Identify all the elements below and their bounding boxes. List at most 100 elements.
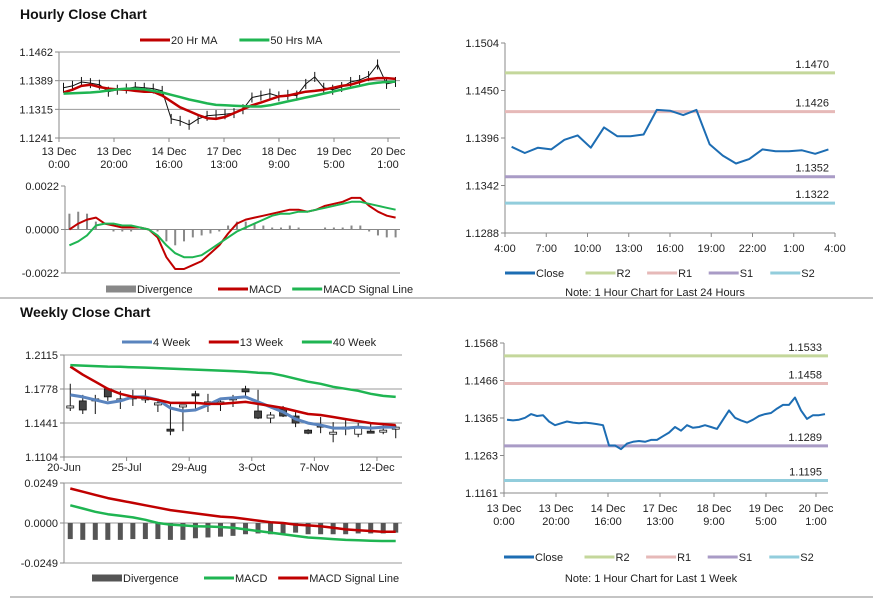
candle-body: [166, 428, 175, 432]
legend-label: 4 Week: [153, 337, 191, 349]
x-tick-label: 20 Dec 1:00: [799, 503, 834, 528]
divergence-bar: [380, 523, 386, 534]
divergence-bar: [200, 229, 203, 236]
divergence-bar: [350, 225, 353, 230]
level-label-R1: 1.1458: [788, 370, 822, 382]
y-tick-label: 1.1263: [464, 451, 498, 463]
x-tick-label: 22:00: [739, 243, 767, 255]
divergence-bar: [394, 229, 397, 238]
divergence-bar: [318, 523, 324, 535]
divergence-bar: [368, 229, 371, 232]
legend-label: 50 Hrs MA: [270, 35, 323, 47]
candle-body: [366, 430, 375, 434]
x-tick-label: 19 Dec 5:00: [749, 503, 784, 528]
legend-label: 40 Week: [333, 337, 377, 349]
y-tick-label: 1.1315: [19, 104, 53, 116]
y-tick-label: 1.1462: [19, 47, 53, 59]
y-tick-label: 1.1389: [19, 76, 53, 88]
x-tick-label: 18 Dec 9:00: [697, 503, 732, 528]
y-tick-label: 1.1104: [25, 452, 58, 464]
y-tick-label: 1.1241: [19, 133, 53, 145]
x-tick-label: 29-Aug: [171, 462, 206, 474]
y-tick-label: 1.1161: [465, 488, 498, 500]
x-tick-label: 20 Dec 1:00: [371, 146, 406, 171]
candle-body: [179, 404, 187, 408]
y-tick-label: 1.1466: [464, 376, 498, 388]
level-label-R1: 1.1426: [795, 98, 829, 110]
level-label-S2: 1.1322: [795, 189, 829, 201]
legend-label: S1: [740, 268, 753, 280]
y-tick-label: 1.1342: [465, 181, 499, 193]
legend-label: R2: [617, 268, 631, 280]
x-tick-label: 19:00: [697, 243, 725, 255]
divergence-bar: [315, 229, 318, 230]
divergence-bar: [244, 221, 247, 230]
y-tick-label: 0.0249: [24, 478, 58, 490]
chart-note: Note: 1 Hour Chart for Last 1 Week: [565, 573, 738, 585]
ma40-line: [70, 363, 396, 399]
legend-label: S2: [801, 268, 814, 280]
divergence-bar: [205, 523, 211, 538]
divergence-bar: [359, 225, 362, 230]
candle-body: [304, 429, 313, 434]
y-tick-label: 1.1778: [24, 384, 58, 396]
divergence-bar: [138, 229, 141, 230]
legend-label: MACD: [249, 284, 281, 296]
x-tick-label: 17 Dec 13:00: [207, 146, 242, 171]
divergence-bar: [393, 523, 399, 533]
ma13-line: [69, 365, 396, 427]
divergence-bar: [385, 229, 388, 238]
ma50-line: [63, 80, 396, 108]
signal-line: [69, 487, 396, 534]
close-line: [506, 396, 826, 451]
level-label-S1: 1.1352: [795, 163, 829, 175]
candle-body: [379, 429, 388, 433]
divergence-bar: [355, 523, 361, 534]
divergence-bar: [68, 213, 71, 230]
x-tick-label: 13 Dec 20:00: [539, 503, 574, 528]
hourly-section-title: Hourly Close Chart: [20, 6, 147, 22]
x-tick-label: 13 Dec 20:00: [97, 146, 132, 171]
divergence-bar: [235, 221, 238, 230]
divergence-bar: [103, 229, 106, 230]
x-tick-label: 14 Dec 16:00: [591, 503, 626, 528]
divergence-bar: [67, 523, 73, 540]
macd-line: [68, 196, 396, 270]
legend-label: 13 Week: [240, 337, 284, 349]
divergence-bar: [77, 211, 80, 230]
legend-label: R1: [677, 552, 691, 564]
divergence-bar: [117, 523, 123, 540]
x-tick-label: 25-Jul: [112, 462, 142, 474]
x-tick-label: 3-Oct: [238, 462, 265, 474]
candle-body: [66, 405, 75, 409]
x-tick-label: 18 Dec 9:00: [262, 146, 297, 171]
legend-label: Close: [536, 268, 564, 280]
divergence-bar: [230, 523, 236, 536]
divergence-bar: [341, 227, 344, 230]
divergence-bar: [112, 229, 115, 232]
y-tick-label: 1.1450: [465, 86, 499, 98]
candle-body: [254, 410, 262, 419]
x-tick-label: 13 Dec 0:00: [42, 146, 77, 171]
legend-label: 20 Hr MA: [171, 35, 218, 47]
x-tick-label: 10:00: [574, 243, 602, 255]
candle-body: [191, 393, 200, 397]
divergence-bar: [86, 213, 89, 230]
divergence-bar: [165, 229, 168, 242]
divergence-bar: [105, 523, 111, 540]
legend-label: Divergence: [137, 284, 193, 296]
x-tick-label: 4:00: [824, 243, 845, 255]
legend-label: Divergence: [123, 573, 179, 585]
x-tick-label: 13 Dec 0:00: [487, 503, 522, 528]
divergence-bar: [279, 227, 282, 230]
x-tick-label: 1:00: [783, 243, 804, 255]
legend-label: S2: [800, 552, 813, 564]
candle-body: [241, 388, 250, 393]
x-tick-label: 17 Dec 13:00: [643, 503, 678, 528]
y-tick-label: 1.1288: [465, 228, 499, 240]
divergence-bar: [262, 225, 265, 230]
divergence-bar: [142, 523, 148, 540]
chart-note: Note: 1 Hour Chart for Last 24 Hours: [565, 287, 745, 299]
x-tick-label: 14 Dec 16:00: [152, 146, 187, 171]
